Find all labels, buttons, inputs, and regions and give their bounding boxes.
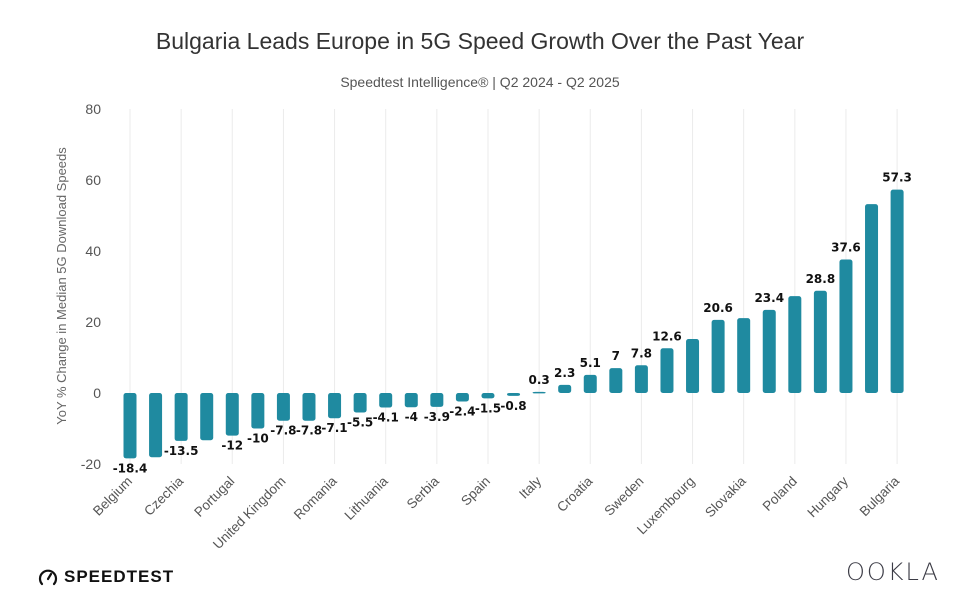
data-label: -0.8 — [500, 399, 526, 413]
bar — [762, 309, 776, 393]
bars — [123, 189, 904, 459]
chart-subtitle: Speedtest Intelligence® | Q2 2024 - Q2 2… — [340, 74, 620, 90]
x-tick-label: Lithuania — [341, 473, 391, 523]
bar — [225, 393, 239, 436]
bar — [737, 318, 751, 393]
x-tick-label: Croatia — [554, 473, 596, 515]
bar — [302, 393, 316, 421]
x-tick-label: Poland — [760, 474, 800, 514]
bar — [660, 348, 674, 393]
speedtest-logo: SPEEDTEST — [38, 567, 174, 587]
speedometer-icon — [38, 569, 58, 586]
bar — [813, 290, 827, 393]
y-axis: -20 0 20 40 60 80 — [81, 101, 101, 472]
data-label: 2.3 — [554, 366, 575, 380]
bar — [839, 259, 853, 393]
y-tick-label: 20 — [85, 314, 101, 330]
bar — [353, 393, 367, 413]
y-tick-label: 60 — [85, 172, 101, 188]
x-tick-label: Hungary — [804, 473, 851, 520]
data-label: -7.8 — [270, 424, 296, 438]
data-label: -12 — [221, 439, 243, 453]
bar — [686, 339, 700, 393]
gridlines — [129, 109, 898, 464]
bar — [200, 393, 214, 441]
data-label: 7.8 — [631, 346, 652, 360]
bar — [455, 393, 469, 402]
bar — [123, 393, 137, 459]
y-tick-label: 0 — [93, 385, 101, 401]
data-label: 7 — [612, 349, 620, 363]
x-tick-label: Czechia — [141, 473, 186, 518]
data-labels: -18.4-13.5 -12-10-7.8 -7.8 -7.1 -5.5 -4.1 -4 -3… — [113, 171, 912, 476]
ookla-wordmark: OOKLA — [846, 558, 940, 586]
data-label: -13.5 — [164, 444, 199, 458]
x-tick-label: Serbia — [404, 473, 443, 512]
x-tick-label: Italy — [516, 473, 544, 501]
data-label: -3.9 — [424, 410, 450, 424]
y-tick-label: -20 — [81, 456, 101, 472]
bar — [149, 393, 163, 458]
data-label: 0.3 — [528, 373, 549, 387]
data-label: -1.5 — [475, 401, 501, 415]
bar — [481, 393, 495, 399]
data-label: 23.4 — [754, 291, 784, 305]
bar — [276, 393, 290, 421]
x-tick-label: Sweden — [601, 474, 646, 519]
bar — [609, 368, 623, 393]
bar — [251, 393, 265, 429]
x-tick-label: Romania — [291, 473, 340, 522]
bar — [890, 189, 904, 393]
y-tick-label: 40 — [85, 243, 101, 259]
data-label: -7.1 — [321, 421, 347, 435]
data-label: -18.4 — [113, 461, 148, 475]
bar — [532, 391, 546, 394]
data-label: -7.8 — [296, 424, 322, 438]
data-label: -5.5 — [347, 416, 373, 430]
x-tick-label: Spain — [458, 474, 493, 509]
speedtest-wordmark: SPEEDTEST — [64, 567, 175, 586]
data-label: -4.1 — [373, 411, 399, 425]
x-tick-label: Slovakia — [702, 473, 749, 520]
data-label: 37.6 — [831, 241, 861, 255]
y-tick-label: 80 — [85, 101, 101, 117]
bar — [583, 374, 597, 393]
data-label: 28.8 — [806, 272, 836, 286]
data-label: 12.6 — [652, 329, 682, 343]
data-label: -10 — [247, 432, 269, 446]
bar — [558, 384, 572, 393]
data-label: 20.6 — [703, 301, 733, 315]
x-tick-label: Belgium — [90, 474, 135, 519]
data-label: 5.1 — [580, 356, 601, 370]
bar — [634, 365, 648, 393]
x-tick-label: Bulgaria — [857, 473, 903, 519]
chart-title: Bulgaria Leads Europe in 5G Speed Growth… — [155, 28, 805, 54]
bar — [711, 319, 725, 393]
bar — [865, 204, 879, 393]
data-label: -4 — [405, 410, 418, 424]
bar — [379, 393, 393, 408]
bar — [404, 393, 418, 408]
bar — [328, 393, 342, 419]
x-tick-label: Portugal — [191, 474, 237, 520]
y-axis-label: YoY % Change in Median 5G Download Speed… — [54, 147, 69, 425]
data-label: -2.4 — [449, 405, 475, 419]
ookla-logo: OOKLA — [846, 558, 940, 586]
bar — [788, 296, 802, 393]
data-label: 57.3 — [882, 171, 912, 185]
bar — [430, 393, 444, 407]
bar — [507, 393, 521, 396]
bar — [174, 393, 188, 441]
